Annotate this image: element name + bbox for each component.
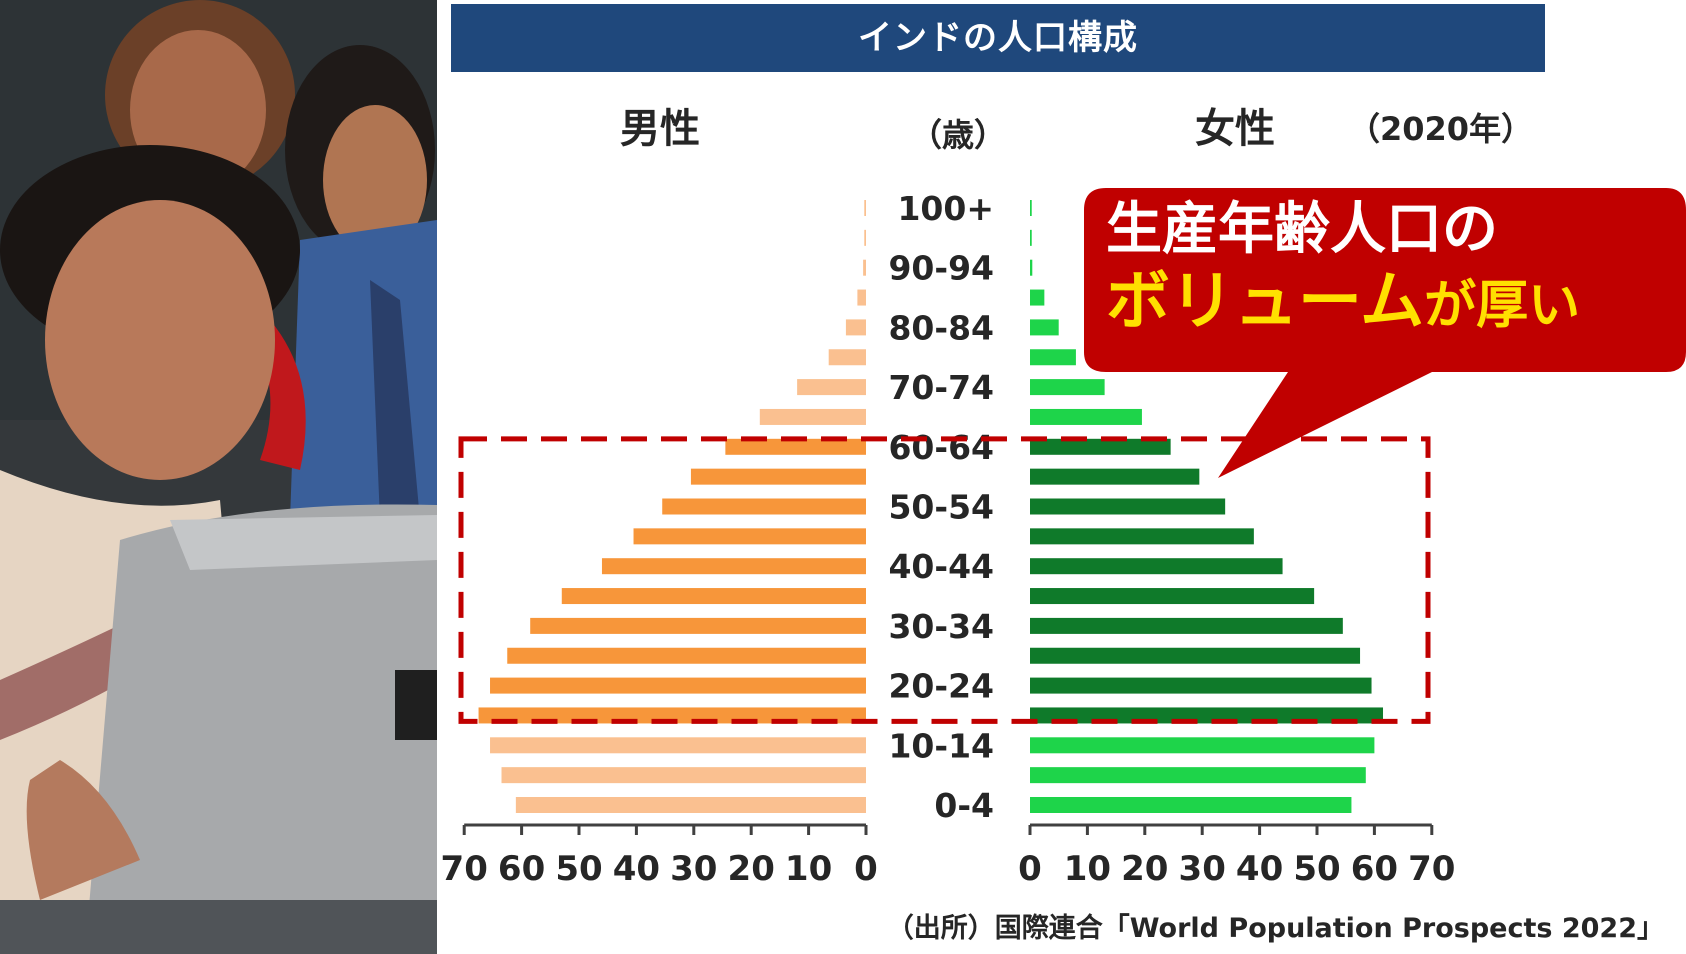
photo-illustration	[0, 0, 437, 954]
age-label: 20-24	[888, 667, 994, 706]
female-x-tick-label: 40	[1236, 849, 1283, 889]
male-bar-20-24	[490, 677, 866, 694]
female-x-tick-label: 70	[1408, 849, 1455, 889]
female-bar-20-24	[1030, 677, 1372, 694]
male-bar-80-84	[845, 319, 866, 336]
male-bar-0-4	[515, 797, 866, 813]
male-x-tick-label: 30	[670, 849, 717, 889]
male-x-tick-label: 20	[728, 849, 775, 889]
age-label: 30-34	[888, 607, 994, 646]
male-bar-85-89	[857, 289, 866, 306]
female-bar-95-99	[1030, 229, 1032, 246]
female-bar-85-89	[1030, 289, 1045, 306]
age-label: 90-94	[888, 249, 994, 288]
male-bar-50-54	[662, 498, 866, 515]
female-x-tick-label: 30	[1179, 849, 1226, 889]
male-bar-30-34	[530, 617, 866, 634]
female-bar-25-29	[1030, 647, 1361, 664]
female-bar-70-74	[1030, 379, 1105, 396]
female-bar-90-94	[1030, 259, 1033, 276]
female-bar-5-9	[1030, 767, 1366, 784]
female-bar-55-59	[1030, 468, 1200, 485]
source-note: （出所）国際連合「World Population Prospects 2022…	[886, 913, 1664, 944]
male-bar-75-79	[828, 349, 866, 366]
male-bar-5-9	[501, 767, 866, 784]
female-x-tick-label: 20	[1121, 849, 1168, 889]
male-bar-70-74	[797, 379, 866, 396]
age-unit-label: （歳）	[910, 116, 1007, 154]
female-bar-60-64	[1030, 438, 1171, 455]
male-label: 男性	[620, 106, 700, 152]
male-bar-35-39	[561, 588, 866, 605]
male-bar-45-49	[633, 528, 866, 545]
callout-highlight: ボリューム	[1106, 265, 1425, 339]
age-labels: 0-4 10-14 20-24 30-34 40-44 50-54 60-64 70-74 80…	[888, 189, 994, 825]
male-x-tick-label: 60	[498, 849, 545, 889]
male-bar-10-14	[490, 737, 866, 754]
male-bar-55-59	[690, 468, 866, 485]
male-x-tick-label: 0	[854, 849, 878, 889]
callout-line2-rest: が厚い	[1424, 276, 1581, 336]
female-bar-40-44	[1030, 558, 1283, 575]
male-x-tick-label: 70	[441, 849, 488, 889]
female-bars	[1030, 200, 1384, 813]
female-x-tick-label: 60	[1351, 849, 1398, 889]
female-bar-75-79	[1030, 349, 1076, 366]
male-bar-25-29	[507, 647, 866, 664]
male-bar-100+	[864, 200, 866, 216]
female-bar-45-49	[1030, 528, 1254, 545]
chart-title: インドの人口構成	[451, 4, 1545, 72]
age-label: 0-4	[934, 786, 994, 825]
age-label: 10-14	[888, 726, 994, 765]
female-label: 女性	[1195, 106, 1275, 152]
age-label: 50-54	[888, 488, 994, 527]
age-label: 60-64	[888, 428, 994, 467]
female-bar-30-34	[1030, 617, 1343, 634]
female-bar-100+	[1030, 200, 1032, 216]
age-label: 70-74	[888, 368, 994, 407]
female-x-tick-label: 0	[1018, 849, 1042, 889]
male-x-tick-label: 10	[785, 849, 832, 889]
female-bar-80-84	[1030, 319, 1059, 336]
callout-line1: 生産年齢人口の	[1106, 197, 1498, 262]
photo-students-laptop	[0, 0, 437, 954]
male-x-tick-label: 40	[613, 849, 660, 889]
female-x-tick-label: 50	[1293, 849, 1340, 889]
age-label: 80-84	[888, 308, 994, 347]
callout-line2: ボリュームが厚い	[1106, 265, 1666, 355]
female-bar-0-4	[1030, 797, 1352, 813]
female-bar-10-14	[1030, 737, 1375, 754]
female-bar-50-54	[1030, 498, 1226, 515]
male-bar-95-99	[864, 229, 866, 246]
male-bar-90-94	[863, 259, 866, 276]
year-label: （2020年）	[1348, 110, 1534, 148]
female-bar-35-39	[1030, 588, 1315, 605]
male-bars	[478, 200, 866, 813]
age-label: 100+	[897, 189, 994, 228]
male-bar-40-44	[601, 558, 866, 575]
working-age-highlight-box	[458, 436, 1431, 724]
callout-text: 生産年齢人口の ボリュームが厚い	[1106, 195, 1666, 355]
male-x-tick-label: 50	[555, 849, 602, 889]
male-bar-65-69	[759, 408, 866, 425]
female-bar-65-69	[1030, 408, 1142, 425]
male-bar-60-64	[725, 438, 866, 455]
female-x-tick-label: 10	[1064, 849, 1111, 889]
callout-shape	[1084, 188, 1686, 478]
age-label: 40-44	[888, 547, 994, 586]
